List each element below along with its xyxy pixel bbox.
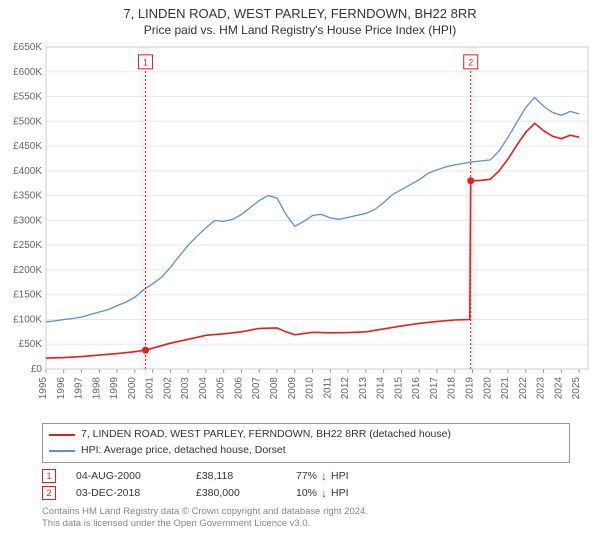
sale-row: 1 04-AUG-2000 £38,118 77% ↓ HPI: [42, 469, 570, 483]
sale-row-vs: 77% ↓ HPI: [296, 469, 349, 483]
footer-attribution: Contains HM Land Registry data © Crown c…: [42, 506, 570, 531]
sale-marker-number: 1: [143, 57, 148, 67]
x-tick-label: 1997: [74, 377, 85, 400]
sale-table: 1 04-AUG-2000 £38,118 77% ↓ HPI 2 03-DEC-2018 £3…: [42, 469, 570, 500]
y-tick-label: £350K: [13, 191, 42, 202]
sale-row: 2 03-DEC-2018 £380,000 10% ↓ HPI: [42, 486, 570, 500]
legend-swatch: [49, 434, 75, 436]
sale-row-vs-label: HPI: [331, 470, 349, 482]
x-tick-label: 1998: [91, 377, 102, 400]
x-tick-label: 2013: [358, 377, 369, 400]
sale-row-date: 04-AUG-2000: [76, 470, 176, 482]
y-tick-label: £550K: [13, 92, 42, 103]
y-tick-label: £600K: [13, 67, 42, 78]
x-tick-label: 2003: [180, 377, 191, 400]
sale-row-marker: 2: [42, 486, 56, 500]
x-tick-label: 2007: [251, 377, 262, 400]
x-tick-label: 2002: [162, 377, 173, 400]
x-tick-label: 1999: [109, 377, 120, 400]
x-tick-label: 2022: [518, 377, 529, 400]
y-tick-label: £200K: [13, 265, 42, 276]
x-tick-label: 2024: [553, 377, 564, 400]
sale-row-date: 03-DEC-2018: [76, 487, 176, 499]
sale-row-vs-pct: 10%: [296, 487, 317, 499]
sale-row-price: £380,000: [196, 487, 276, 499]
x-tick-label: 2017: [429, 377, 440, 400]
x-tick-label: 2019: [464, 377, 475, 400]
legend-label: 7, LINDEN ROAD, WEST PARLEY, FERNDOWN, B…: [81, 427, 451, 443]
x-tick-label: 2009: [287, 377, 298, 400]
price-chart: £0 £50K £100K £150K £200K £250K £300K £350K £400…: [0, 39, 600, 419]
x-tick-label: 2011: [322, 377, 333, 399]
x-tick-label: 2000: [127, 377, 138, 400]
x-tick-label: 1995: [38, 377, 49, 400]
sale-row-marker: 1: [42, 469, 56, 483]
y-tick-label: £100K: [13, 314, 42, 325]
x-tick-label: 2001: [145, 377, 156, 400]
legend-item: 7, LINDEN ROAD, WEST PARLEY, FERNDOWN, B…: [49, 427, 563, 443]
y-tick-label: £300K: [13, 215, 42, 226]
legend-item: HPI: Average price, detached house, Dors…: [49, 443, 563, 459]
y-tick-label: £650K: [13, 42, 42, 53]
y-tick-label: £50K: [19, 339, 43, 350]
x-tick-label: 2008: [269, 377, 280, 400]
x-tick-label: 2005: [216, 377, 227, 400]
sale-row-price: £38,118: [196, 470, 276, 482]
page-title: 7, LINDEN ROAD, WEST PARLEY, FERNDOWN, B…: [0, 6, 600, 21]
y-tick-label: £250K: [13, 240, 42, 251]
x-tick-label: 2006: [233, 377, 244, 400]
sale-row-vs-pct: 77%: [296, 470, 317, 482]
legend-swatch: [49, 450, 75, 452]
legend-label: HPI: Average price, detached house, Dors…: [81, 443, 286, 459]
page-subtitle: Price paid vs. HM Land Registry's House …: [0, 23, 600, 37]
y-tick-label: £150K: [13, 290, 42, 301]
y-tick-label: £400K: [13, 166, 42, 177]
x-tick-label: 2004: [198, 377, 209, 400]
footer-line2: This data is licensed under the Open Gov…: [42, 518, 570, 530]
y-tick-label: £500K: [13, 116, 42, 127]
footer-line1: Contains HM Land Registry data © Crown c…: [42, 506, 570, 518]
x-tick-label: 2016: [411, 377, 422, 400]
sale-row-vs-arrow-icon: ↓: [321, 486, 327, 500]
x-tick-label: 1996: [56, 377, 67, 400]
x-tick-label: 2021: [500, 377, 511, 400]
y-tick-label: £450K: [13, 141, 42, 152]
sale-row-vs-arrow-icon: ↓: [321, 469, 327, 483]
sale-marker-number: 2: [468, 57, 473, 67]
legend: 7, LINDEN ROAD, WEST PARLEY, FERNDOWN, B…: [42, 423, 570, 463]
y-tick-label: £0: [31, 364, 43, 375]
x-tick-label: 2010: [305, 377, 316, 400]
x-tick-label: 2020: [482, 377, 493, 400]
x-tick-label: 2015: [393, 377, 404, 400]
x-tick-label: 2025: [571, 377, 582, 400]
x-tick-label: 2012: [340, 377, 351, 400]
x-tick-label: 2018: [447, 377, 458, 400]
sale-row-vs-label: HPI: [331, 487, 349, 499]
sale-row-vs: 10% ↓ HPI: [296, 486, 349, 500]
x-tick-label: 2023: [536, 377, 547, 400]
x-tick-label: 2014: [376, 377, 387, 400]
